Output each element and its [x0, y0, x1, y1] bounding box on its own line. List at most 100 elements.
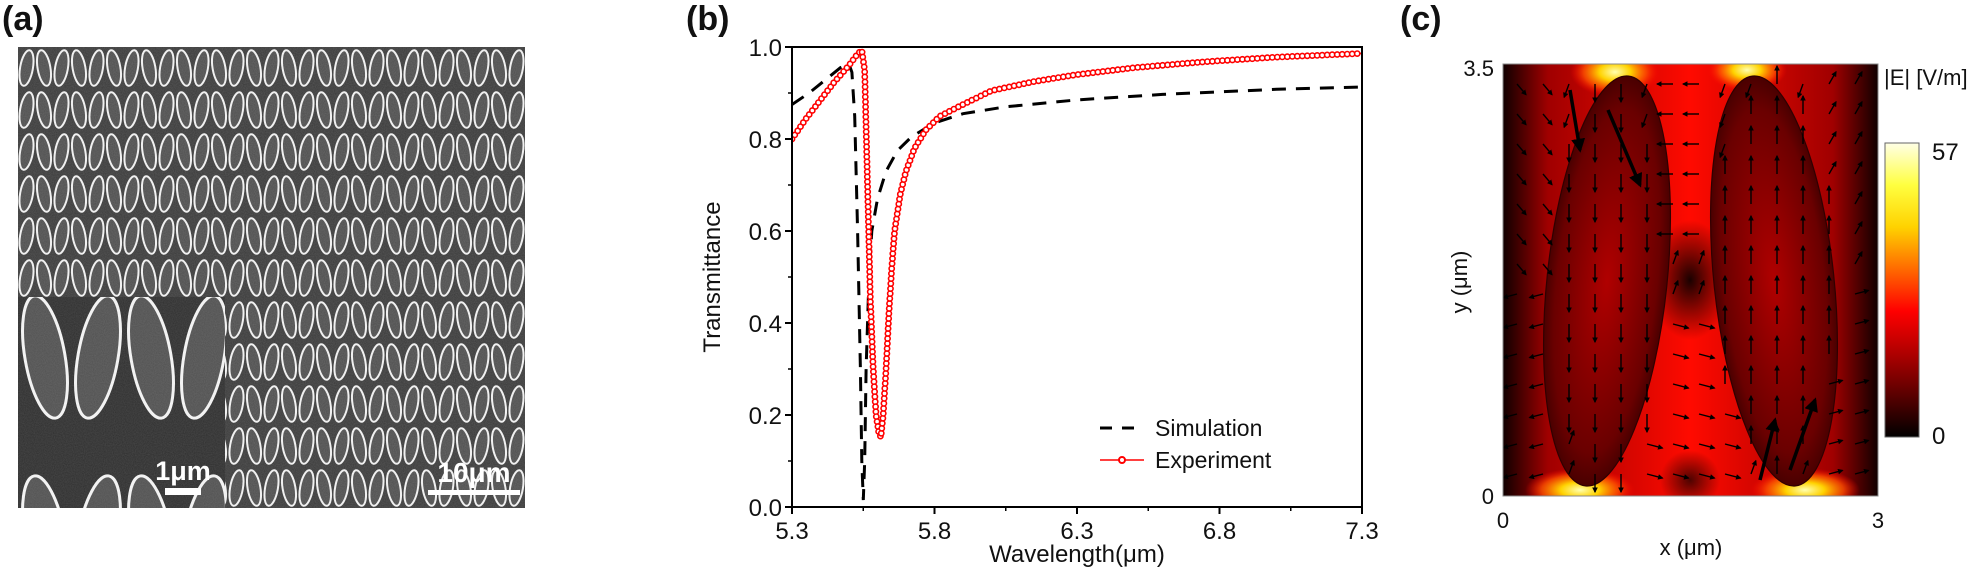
- field-arrow: [1542, 263, 1553, 276]
- series-experiment-line: [792, 48, 1362, 440]
- field-arrow: [1698, 473, 1716, 480]
- x-tick-left: 0: [1497, 508, 1509, 533]
- field-arrow: [1542, 83, 1553, 96]
- y-axis-label: Transmittance: [699, 201, 726, 352]
- field-arrow: [1672, 473, 1690, 480]
- colorbar-min-label: 0: [1932, 423, 1945, 450]
- field-arrow: [1719, 83, 1726, 99]
- field-arrow: [1503, 293, 1518, 300]
- field-arrow: [1719, 113, 1726, 129]
- panel-a-sem-image: 1μm 10μm: [18, 47, 525, 508]
- field-arrow: [1854, 468, 1870, 475]
- plot-frame: [791, 46, 1363, 508]
- legend-experiment-marker: [1118, 456, 1126, 464]
- x-tick-label: 5.3: [775, 518, 808, 545]
- field-arrow: [1698, 353, 1716, 360]
- field-arrow: [1503, 473, 1518, 480]
- experiment-data-point: [1353, 50, 1361, 57]
- field-arrow: [1719, 143, 1726, 159]
- series-simulation-line: [792, 61, 1362, 501]
- colorbar: [1884, 142, 1920, 438]
- field-arrow: [1854, 438, 1870, 445]
- sem-inset-noise: [18, 297, 225, 508]
- field-arrow: [1516, 143, 1527, 156]
- field-arrow: [1724, 473, 1742, 480]
- x-tick-label: 5.8: [918, 518, 951, 545]
- field-arrow: [1528, 293, 1544, 300]
- field-arrow: [1745, 83, 1752, 99]
- field-arrow: [1542, 233, 1553, 246]
- field-arrow: [1828, 468, 1844, 475]
- field-arrow: [1542, 203, 1553, 216]
- field-arrow: [1724, 413, 1742, 420]
- field-arrow: [1854, 408, 1870, 415]
- y-tick-label: 0.0: [749, 495, 782, 522]
- field-arrow: [1563, 83, 1570, 99]
- field-arrow: [1528, 473, 1544, 480]
- x-tick-label: 6.8: [1203, 518, 1236, 545]
- main-scale-bar-label: 10μm: [437, 457, 510, 488]
- field-arrow: [1641, 83, 1648, 99]
- field-arrow: [1828, 160, 1837, 175]
- panel-label-b: (b): [686, 0, 730, 38]
- field-arrow: [1828, 100, 1837, 115]
- field-arrow: [1828, 130, 1837, 145]
- field-map-image: [1503, 64, 1878, 496]
- field-arrow: [1563, 113, 1570, 129]
- field-arrow: [1672, 413, 1690, 420]
- x-axis-label-c: x (μm): [1660, 535, 1723, 560]
- field-arrow: [1698, 249, 1705, 265]
- y-tick-label: 0.8: [749, 127, 782, 154]
- field-arrow: [1528, 353, 1544, 360]
- field-arrow: [1854, 100, 1863, 115]
- x-axis-label: Wavelength(μm): [989, 541, 1165, 568]
- y-tick-label: 1.0: [749, 35, 782, 62]
- field-map-frame: [1502, 63, 1879, 497]
- field-arrow: [1854, 220, 1863, 235]
- field-arrow: [1528, 323, 1544, 330]
- main-scale-bar: [428, 490, 520, 495]
- field-arrow: [1828, 408, 1844, 415]
- x-tick-right: 3: [1872, 508, 1884, 533]
- field-arrow: [1516, 263, 1527, 276]
- y-tick-top: 3.5: [1463, 56, 1494, 81]
- panel-label-c: (c): [1400, 0, 1442, 38]
- field-arrow: [1828, 70, 1837, 85]
- field-arrow: [1503, 383, 1518, 390]
- field-arrow-strong: [1606, 109, 1643, 188]
- field-arrow: [1516, 233, 1527, 246]
- y-tick-label: 0.4: [749, 311, 782, 338]
- y-tick-label: 0.2: [749, 403, 782, 430]
- field-arrow: [1854, 250, 1863, 265]
- field-arrow: [1854, 70, 1863, 85]
- field-arrow: [1698, 443, 1716, 450]
- field-arrow: [1646, 473, 1664, 480]
- field-arrow: [1516, 83, 1527, 96]
- field-arrow: [1672, 323, 1690, 330]
- field-arrow: [1828, 378, 1844, 385]
- field-arrow: [1854, 288, 1870, 295]
- field-arrow: [1854, 160, 1863, 175]
- field-arrow-strong: [1758, 417, 1780, 481]
- legend-simulation-label: Simulation: [1155, 415, 1262, 441]
- field-arrow: [1802, 459, 1809, 475]
- panel-c-field-map: 3.5 0 0 3 x (μm) y (μm) |E| [V/m] 57 0: [1447, 56, 1968, 560]
- colorbar-max-label: 57: [1932, 139, 1959, 166]
- legend-experiment-label: Experiment: [1155, 447, 1272, 473]
- field-arrow: [1698, 279, 1705, 295]
- field-arrow: [1698, 383, 1716, 390]
- inset-scale-bar-label: 1μm: [155, 456, 211, 486]
- field-arrow: [1854, 190, 1863, 205]
- field-arrow: [1672, 353, 1690, 360]
- field-arrow: [1750, 459, 1757, 475]
- field-arrow: [1516, 173, 1527, 186]
- field-arrow-strong: [1788, 397, 1818, 471]
- field-arrow: [1646, 443, 1664, 450]
- field-arrow-strong: [1568, 89, 1586, 153]
- x-tick-label: 7.3: [1345, 518, 1378, 545]
- field-arrow: [1797, 83, 1804, 99]
- y-tick-label: 0.6: [749, 219, 782, 246]
- field-arrow: [1698, 413, 1716, 420]
- field-arrow: [1672, 443, 1690, 450]
